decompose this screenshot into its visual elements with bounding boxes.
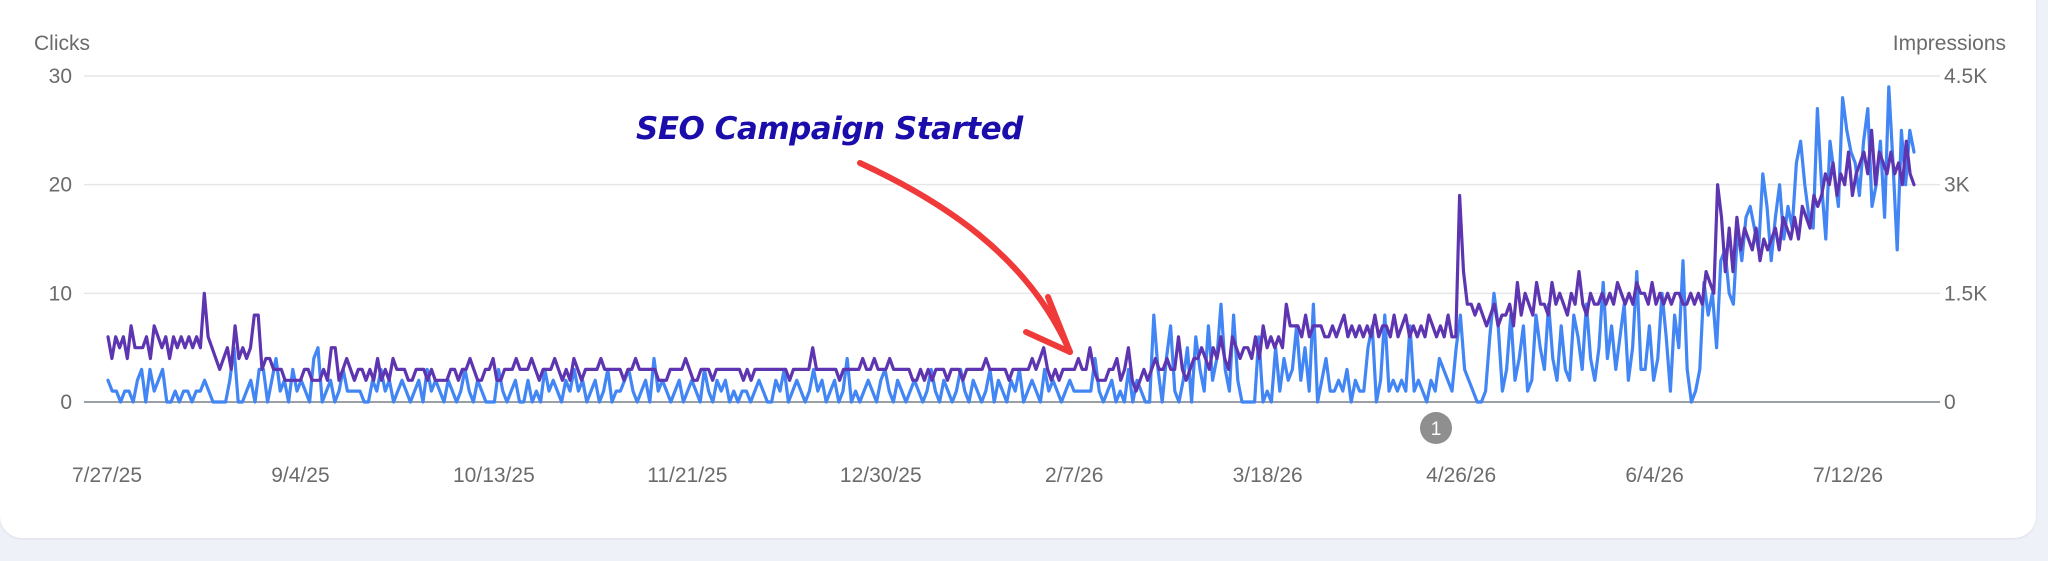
right-tick-label: 3K	[1944, 174, 1970, 197]
annotation-arrowhead	[1023, 294, 1073, 355]
annotation-marker-badge[interactable]	[1420, 412, 1452, 444]
right-tick-label: 1.5K	[1944, 282, 1987, 305]
clicks-line	[106, 128, 1916, 393]
x-tick-label: 11/21/25	[647, 464, 727, 487]
x-tick-label: 10/13/25	[453, 464, 535, 487]
x-tick-label: 9/4/25	[271, 464, 329, 487]
x-tick-label: 7/12/26	[1813, 464, 1883, 487]
x-tick-label: 3/18/26	[1233, 464, 1303, 487]
left-tick-label: 10	[49, 282, 72, 305]
annotation-marker-label: 1	[1431, 419, 1442, 440]
performance-chart-card: Clicks Impressions 0 10 20 30 0 1.5K 3K 4.5K 7…	[0, 0, 2036, 538]
right-tick-label: 4.5K	[1944, 65, 1987, 88]
x-tick-label: 4/26/26	[1426, 464, 1496, 487]
series-lines	[106, 85, 1916, 404]
annotation-label: SEO Campaign Started	[636, 111, 1024, 147]
right-axis-title: Impressions	[1893, 32, 2006, 55]
left-axis-title: Clicks	[34, 32, 90, 55]
x-tick-label: 2/7/26	[1045, 464, 1103, 487]
left-tick-label: 30	[49, 65, 72, 88]
x-tick-label: 6/4/26	[1625, 464, 1683, 487]
annotation-arrow	[857, 160, 1073, 355]
x-tick-label: 7/27/25	[72, 464, 142, 487]
campaign-annotation: SEO Campaign Started	[636, 111, 1073, 355]
right-axis-ticks: 0 1.5K 3K 4.5K	[1944, 65, 1987, 414]
left-tick-label: 20	[49, 174, 72, 197]
x-tick-label: 12/30/25	[840, 464, 922, 487]
left-axis-ticks: 0 10 20 30	[49, 65, 72, 414]
x-axis-ticks: 7/27/25 9/4/25 10/13/25 11/21/25 12/30/25 2/7…	[72, 464, 1883, 487]
impressions-line	[106, 85, 1916, 404]
annotation-marker[interactable]: 1	[1420, 412, 1452, 444]
left-tick-label: 0	[60, 391, 72, 414]
right-tick-label: 0	[1944, 391, 1956, 414]
